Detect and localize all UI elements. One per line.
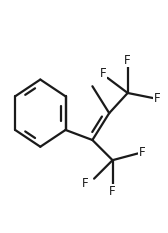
Text: F: F (139, 146, 145, 159)
Text: F: F (124, 54, 131, 67)
Text: F: F (100, 67, 107, 80)
Text: F: F (109, 185, 116, 198)
Text: F: F (82, 177, 89, 190)
Text: F: F (154, 92, 160, 105)
